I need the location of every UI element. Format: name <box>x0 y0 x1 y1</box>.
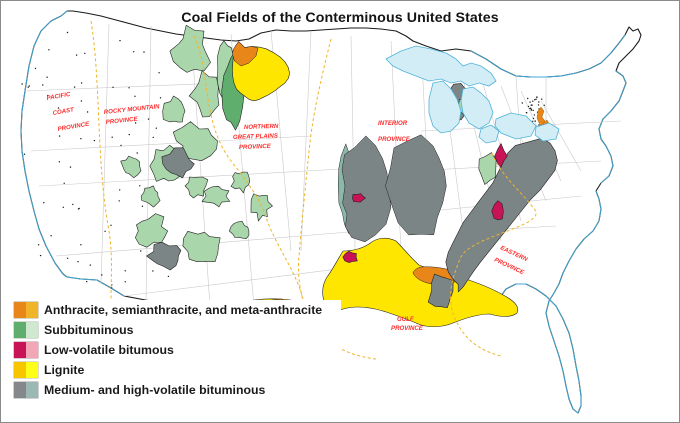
svg-text:PROVINCE: PROVINCE <box>391 325 424 332</box>
svg-text:Medium- and high-volatile bitu: Medium- and high-volatile bituminous <box>44 383 265 397</box>
svg-text:Subbituminous: Subbituminous <box>44 323 134 337</box>
svg-text:INTERIOR: INTERIOR <box>378 120 408 127</box>
svg-text:Lignite: Lignite <box>44 363 84 377</box>
svg-text:NORTHERN: NORTHERN <box>244 123 279 131</box>
svg-text:PROVINCE: PROVINCE <box>239 143 272 151</box>
svg-text:PROVINCE: PROVINCE <box>378 136 411 143</box>
svg-text:Anthracite, semianthracite, an: Anthracite, semianthracite, and meta-ant… <box>44 303 322 317</box>
svg-text:Low-volatile bitumous: Low-volatile bitumous <box>44 343 174 357</box>
svg-text:GULF: GULF <box>397 316 414 323</box>
